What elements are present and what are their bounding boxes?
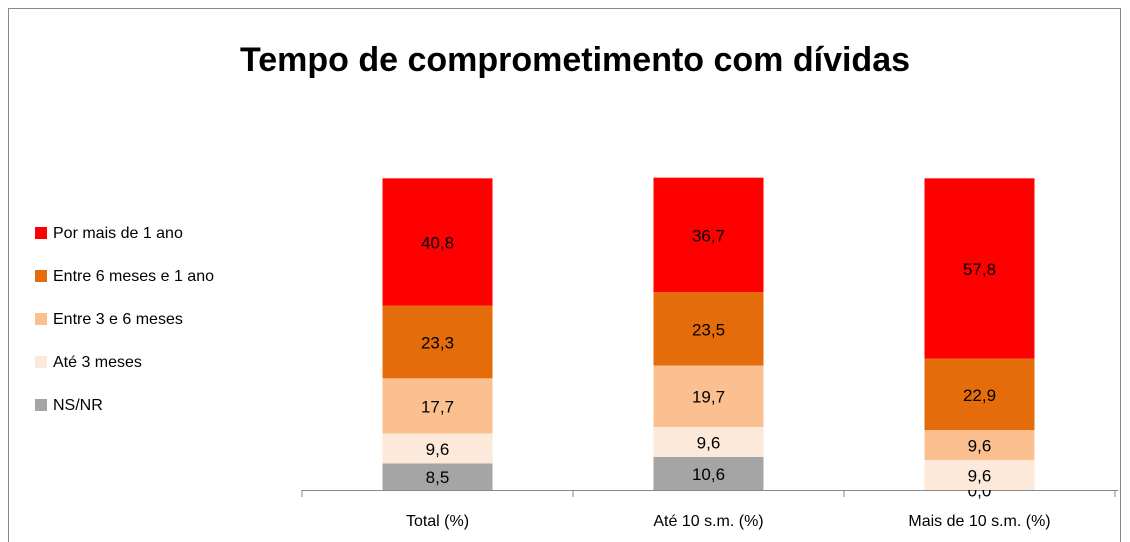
bar-segment [924, 460, 1035, 490]
x-tick-label: Mais de 10 s.m. (%) [908, 513, 1050, 530]
x-tick-label: Total (%) [406, 513, 469, 530]
data-label: 40,8 [421, 233, 454, 252]
legend-swatch [35, 356, 47, 368]
data-label: 23,5 [692, 320, 725, 339]
bar-segment [382, 178, 493, 306]
bar-segment [924, 430, 1035, 461]
legend-swatch [35, 270, 47, 282]
legend-label: Entre 3 e 6 meses [53, 311, 183, 328]
legend-swatch [35, 313, 47, 325]
data-label: 17,7 [421, 397, 454, 416]
bar-segment [653, 177, 764, 293]
data-label: 9,6 [968, 467, 992, 486]
bar-segment [653, 456, 764, 490]
data-label: 9,6 [697, 433, 721, 452]
bar-segment [924, 178, 1035, 359]
bar-segment [924, 358, 1035, 431]
legend-label: NS/NR [53, 397, 103, 414]
bar-segment [653, 426, 764, 457]
data-label: 23,3 [421, 333, 454, 352]
bar-segment [653, 292, 764, 366]
data-label: 10,6 [692, 465, 725, 484]
data-label: 8,5 [426, 468, 450, 487]
legend-swatch [35, 227, 47, 239]
data-label: 36,7 [692, 226, 725, 245]
data-label: 19,7 [692, 388, 725, 407]
legend-label: Até 3 meses [53, 354, 142, 371]
data-label: 9,6 [968, 437, 992, 456]
data-label: 9,6 [426, 440, 450, 459]
legend-label: Entre 6 meses e 1 ano [53, 268, 214, 285]
bar-segment [382, 463, 493, 490]
bar-segment [382, 378, 493, 434]
bar-segment [382, 305, 493, 379]
bar-segment [653, 365, 764, 427]
data-label: 57,8 [963, 260, 996, 279]
chart-title: Tempo de comprometimento com dívidas [240, 41, 910, 79]
legend-label: Por mais de 1 ano [53, 225, 183, 242]
x-tick-label: Até 10 s.m. (%) [653, 513, 763, 530]
bar-segment [382, 433, 493, 464]
legend-swatch [35, 399, 47, 411]
data-label: 22,9 [963, 386, 996, 405]
